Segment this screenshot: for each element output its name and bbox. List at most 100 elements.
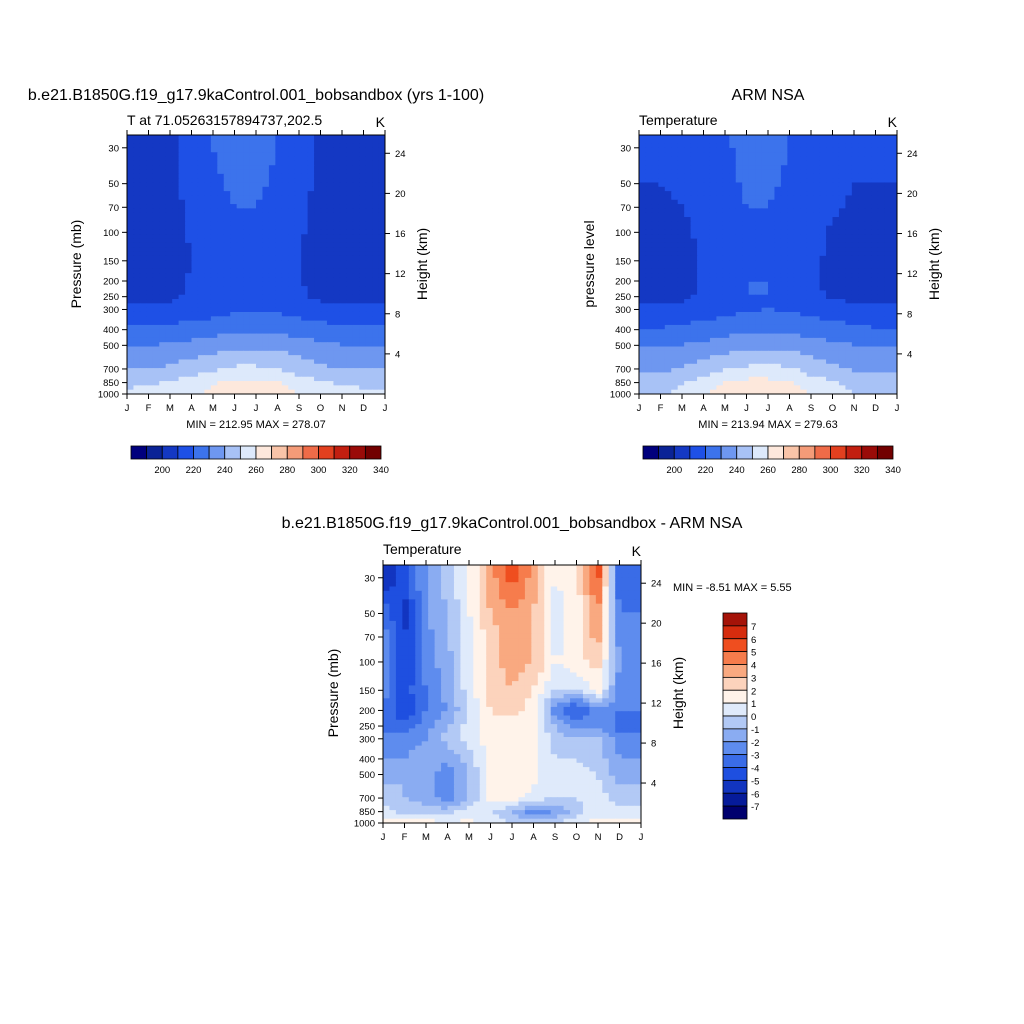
contour-cell — [755, 247, 763, 253]
contour-cell — [838, 191, 846, 197]
contour-cell — [204, 212, 212, 218]
contour-cell — [742, 135, 750, 140]
contour-cell — [645, 152, 653, 158]
contour-cell — [333, 324, 341, 330]
contour-cell — [178, 251, 186, 257]
contour-cell — [684, 251, 692, 257]
contour-cell — [819, 229, 827, 235]
contour-cell — [658, 294, 666, 300]
contour-cell — [288, 242, 296, 248]
contour-cell — [346, 337, 354, 343]
x-tick-label: N — [339, 403, 346, 414]
x-tick-label: J — [254, 403, 259, 414]
contour-cell — [748, 320, 756, 326]
contour-cell — [127, 363, 135, 369]
contour-cell — [146, 221, 154, 227]
contour-cell — [152, 324, 160, 330]
contour-cell — [230, 277, 238, 283]
contour-cell — [877, 156, 885, 162]
contour-cell — [217, 165, 225, 171]
contour-cell — [294, 173, 302, 179]
contour-cell — [697, 178, 705, 184]
contour-cell — [690, 186, 698, 192]
colorbar-swatch — [333, 445, 351, 460]
contour-cell — [346, 234, 354, 240]
contour-cell — [709, 260, 717, 266]
contour-cell — [217, 195, 225, 201]
contour-cell — [761, 381, 769, 386]
contour-cell — [722, 208, 730, 214]
contour-cell — [127, 342, 135, 348]
contour-cell — [217, 363, 225, 369]
contour-cell — [339, 307, 347, 313]
contour-cell — [761, 238, 769, 244]
contour-cell — [690, 350, 698, 356]
contour-cell — [697, 229, 705, 235]
contour-cell — [217, 234, 225, 240]
contour-cell — [210, 359, 218, 365]
contour-cell — [320, 247, 328, 253]
contour-cell — [307, 355, 315, 361]
contour-cell — [339, 143, 347, 149]
contour-cell — [864, 204, 872, 209]
x-tick-label: F — [146, 403, 152, 414]
contour-cell — [139, 389, 147, 394]
contour-cell — [645, 329, 653, 335]
contour-cell — [832, 139, 840, 145]
contour-cell — [864, 255, 872, 261]
contour-cell — [178, 381, 186, 386]
contour-cell — [352, 173, 360, 179]
contour-cell — [703, 195, 711, 201]
contour-cell — [639, 199, 647, 205]
contour-cell — [684, 363, 692, 369]
contour-cell — [851, 337, 859, 343]
contour-cell — [172, 277, 180, 283]
contour-cell — [191, 217, 199, 222]
contour-cell — [729, 208, 737, 214]
contour-cell — [178, 281, 186, 287]
contour-cell — [735, 208, 743, 214]
contour-cell — [819, 186, 827, 192]
contour-cell — [210, 363, 218, 369]
contour-cell — [172, 152, 180, 158]
contour-cell — [217, 139, 225, 145]
contour-cell — [884, 333, 892, 339]
contour-cell — [768, 247, 776, 253]
contour-cell — [703, 346, 711, 352]
contour-cell — [275, 195, 283, 201]
contour-cell — [884, 186, 892, 192]
contour-cell — [729, 346, 737, 352]
contour-cell — [690, 182, 698, 188]
contour-cell — [301, 225, 309, 231]
contour-cell — [716, 186, 724, 192]
contour-cell — [249, 299, 257, 304]
contour-cell — [651, 260, 659, 266]
contour-cell — [217, 143, 225, 149]
contour-cell — [735, 191, 743, 197]
contour-cell — [722, 372, 730, 378]
contour-cell — [755, 255, 763, 261]
contour-cell — [320, 273, 328, 279]
contour-cell — [864, 389, 872, 394]
contour-cell — [152, 273, 160, 279]
contour-cell — [217, 204, 225, 209]
contour-cell — [793, 195, 801, 201]
contour-cell — [301, 363, 309, 369]
contour-cell — [294, 299, 302, 304]
contour-cell — [243, 329, 251, 335]
contour-cell — [159, 135, 167, 140]
contour-cell — [671, 385, 679, 391]
contour-cell — [813, 182, 821, 188]
contour-cell — [281, 229, 289, 235]
contour-cell — [288, 173, 296, 179]
contour-cell — [826, 385, 834, 391]
contour-cell — [127, 234, 135, 240]
contour-cell — [735, 195, 743, 201]
contour-cell — [223, 199, 231, 205]
contour-cell — [864, 242, 872, 248]
contour-cell — [127, 368, 135, 374]
contour-cell — [133, 359, 141, 365]
contour-cell — [645, 160, 653, 166]
contour-cell — [639, 173, 647, 179]
contour-cell — [755, 294, 763, 300]
